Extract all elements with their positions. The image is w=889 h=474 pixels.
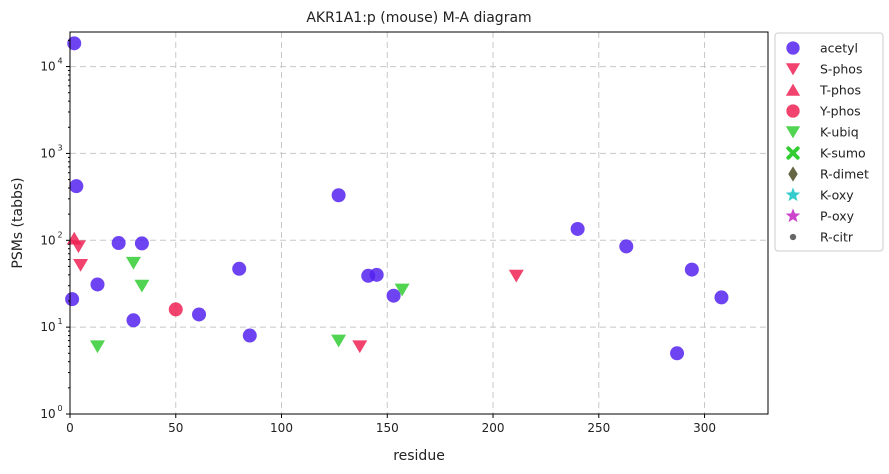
point-k-ubiq: [134, 279, 150, 293]
legend-marker-p-oxy: [785, 208, 801, 223]
point-acetyl: [570, 221, 585, 236]
point-acetyl: [69, 179, 84, 194]
point-y-phos: [168, 302, 183, 317]
legend-label-s-phos: S-phos: [820, 62, 862, 77]
grid: [70, 32, 768, 414]
point-k-ubiq: [331, 334, 347, 348]
data-points: [65, 36, 729, 361]
x-tick-label: 50: [168, 421, 183, 435]
y-tick-exponent: 2: [57, 230, 62, 239]
point-acetyl: [90, 277, 105, 292]
point-acetyl: [331, 188, 346, 203]
point-acetyl: [65, 292, 80, 307]
y-tick-label: 10: [40, 233, 55, 247]
x-tick-label: 200: [482, 421, 505, 435]
x-tick-label: 250: [587, 421, 610, 435]
point-acetyl: [192, 307, 207, 322]
x-tick-label: 0: [66, 421, 74, 435]
y-tick-exponent: 0: [57, 404, 62, 413]
point-k-ubiq: [89, 340, 105, 354]
y-tick-label: 10: [40, 320, 55, 334]
point-acetyl: [232, 261, 247, 276]
point-acetyl: [386, 288, 401, 303]
legend-label-y-phos: Y-phos: [819, 104, 861, 119]
point-acetyl: [134, 236, 149, 251]
point-acetyl: [126, 313, 141, 328]
legend-marker-k-oxy: [785, 187, 801, 202]
y-tick-exponent: 3: [57, 143, 62, 152]
legend-marker-acetyl: [786, 41, 800, 55]
y-tick-label: 10: [40, 146, 55, 160]
point-k-ubiq: [394, 283, 410, 297]
legend-marker-k-ubiq: [785, 126, 801, 139]
legend-label-k-sumo: K-sumo: [820, 146, 866, 161]
point-t-phos: [66, 231, 82, 245]
point-acetyl: [619, 239, 634, 254]
point-acetyl: [684, 262, 699, 277]
legend-label-k-oxy: K-oxy: [820, 188, 854, 203]
legend-label-t-phos: T-phos: [819, 83, 861, 98]
legend-label-p-oxy: P-oxy: [820, 209, 855, 224]
point-acetyl: [714, 290, 729, 305]
legend-marker-r-dimet: [788, 166, 798, 182]
legend-label-r-citr: R-citr: [820, 230, 854, 245]
chart-title: AKR1A1:p (mouse) M-A diagram: [306, 10, 531, 26]
x-axis-ticks: 0 50 100 150 200 250 300: [66, 414, 716, 435]
legend-marker-t-phos: [785, 83, 801, 96]
legend-marker-k-sumo: [786, 146, 800, 160]
legend-marker-y-phos: [786, 104, 800, 118]
point-acetyl: [111, 236, 126, 251]
plot-frame: [69, 31, 769, 415]
point-acetyl: [67, 36, 82, 51]
legend-label-acetyl: acetyl: [820, 41, 858, 56]
legend-marker-s-phos: [785, 63, 801, 76]
x-tick-label: 300: [693, 421, 716, 435]
legend-label-k-ubiq: K-ubiq: [820, 125, 859, 140]
point-s-phos: [508, 269, 524, 283]
point-s-phos: [352, 340, 368, 354]
x-tick-label: 150: [376, 421, 399, 435]
legend-frame: [774, 32, 884, 252]
y-tick-exponent: 4: [57, 57, 62, 66]
legend-marker-k-sumo-stroke-b: [786, 146, 800, 160]
x-tick-label: 100: [270, 421, 293, 435]
x-axis-label: residue: [393, 448, 445, 464]
point-acetyl: [369, 267, 384, 282]
point-s-phos: [73, 258, 89, 272]
legend: acetyl S-phos T-phos Y-phos K-ubiq K-sumo R-di…: [774, 32, 884, 252]
y-tick-exponent: 1: [57, 317, 62, 326]
point-acetyl: [670, 346, 685, 361]
point-k-ubiq: [125, 256, 141, 270]
legend-marker-r-citr: [789, 233, 797, 241]
y-tick-label: 10: [40, 60, 55, 74]
y-axis-label: PSMs (tabbs): [10, 177, 26, 268]
y-tick-label: 10: [40, 407, 55, 421]
legend-label-r-dimet: R-dimet: [820, 167, 869, 182]
point-acetyl: [242, 328, 257, 343]
